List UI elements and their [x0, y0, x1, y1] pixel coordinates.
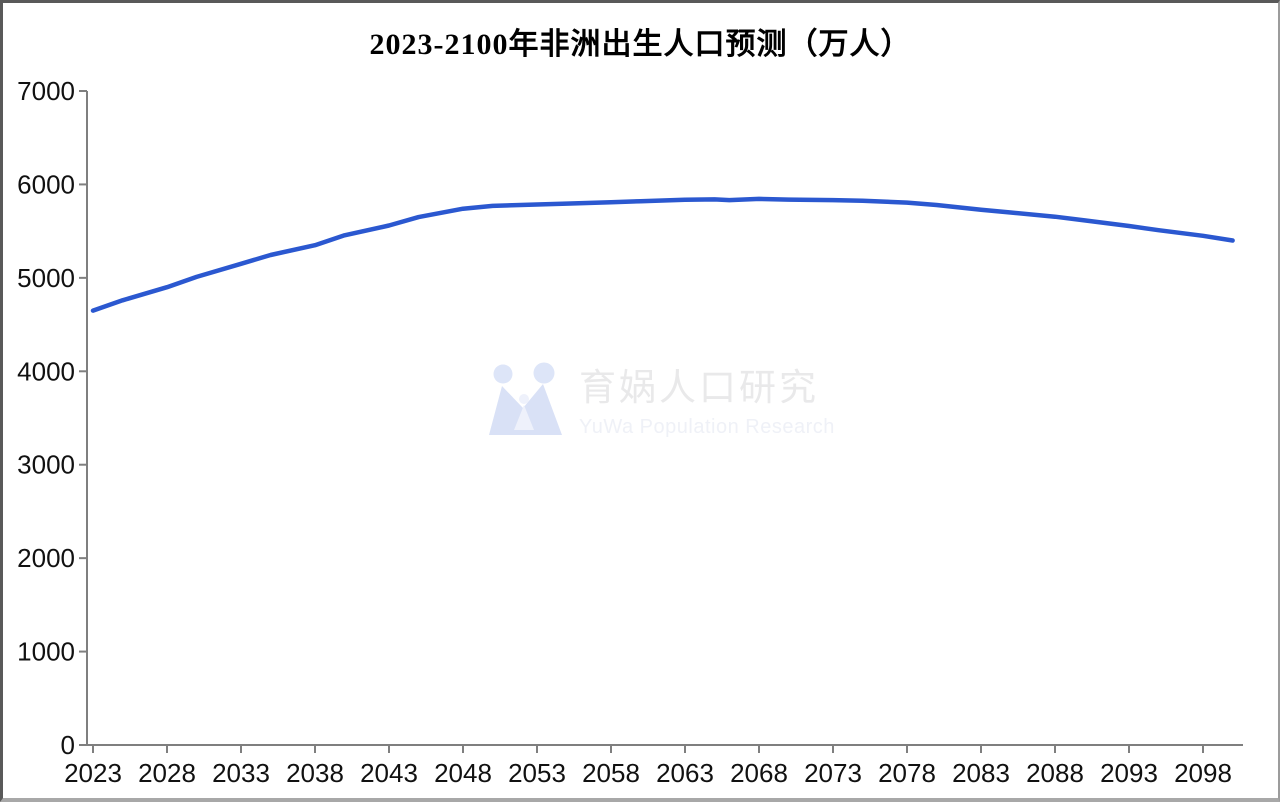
y-tick-label: 6000: [17, 169, 75, 199]
chart-title: 2023-2100年非洲出生人口预测（万人）: [369, 28, 912, 61]
x-tick-label: 2038: [286, 758, 344, 788]
x-tick-label: 2023: [64, 758, 122, 788]
y-tick-label: 4000: [17, 356, 75, 386]
x-tick-label: 2048: [434, 758, 492, 788]
x-tick-label: 2068: [730, 758, 788, 788]
x-tick-label: 2028: [138, 758, 196, 788]
y-tick-label: 5000: [17, 263, 75, 293]
x-tick-label: 2058: [582, 758, 640, 788]
x-tick-label: 2088: [1026, 758, 1084, 788]
y-tick-label: 7000: [17, 76, 75, 106]
y-tick-label: 2000: [17, 543, 75, 573]
line-chart-canvas: 0 1000 2000 3000 4000 5000 6000 7000 2023 2028 203…: [17, 76, 1243, 788]
x-tick-label: 2063: [656, 758, 714, 788]
x-tick-label: 2078: [878, 758, 936, 788]
x-tick-label: 2083: [952, 758, 1010, 788]
y-tick-label: 3000: [17, 450, 75, 480]
x-tick-label: 2033: [212, 758, 270, 788]
x-tick-label: 2043: [360, 758, 418, 788]
x-tick-label: 2073: [804, 758, 862, 788]
x-tick-label: 2098: [1174, 758, 1232, 788]
x-tick-label: 2093: [1100, 758, 1158, 788]
y-tick-label: 1000: [17, 637, 75, 667]
forecast-line: [90, 196, 1235, 313]
y-tick-label: 0: [61, 730, 75, 760]
x-tick-label: 2053: [508, 758, 566, 788]
